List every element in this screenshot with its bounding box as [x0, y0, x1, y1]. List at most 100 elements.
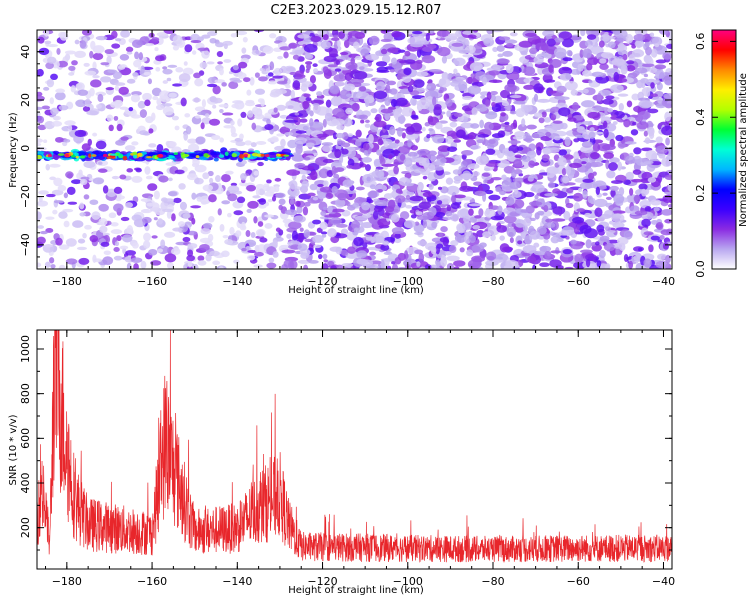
spectrogram-cell: [561, 167, 567, 176]
spectrogram-cell: [580, 145, 594, 154]
spectrogram-cell: [503, 215, 517, 224]
spectrogram-cell: [521, 118, 526, 127]
spectrogram-cell: [662, 194, 672, 203]
spectrogram-cell: [625, 33, 634, 44]
spectrogram-cell: [42, 244, 54, 248]
spectrogram-cell: [323, 206, 328, 211]
spectrogram-cell: [415, 71, 429, 77]
spectrogram-cell: [661, 208, 672, 216]
spectrogram-cell: [143, 71, 152, 76]
spectrogram-cell: [405, 133, 419, 140]
spectrogram-cell: [614, 110, 625, 119]
spectrogram-cell: [182, 213, 191, 219]
spectrogram-cell: [187, 242, 198, 249]
spectrogram-cell: [581, 141, 593, 148]
spectrogram-cell: [157, 248, 163, 253]
spectrogram-cell: [412, 31, 423, 35]
spectrogram-cell: [187, 230, 197, 236]
spectrogram-cell: [223, 59, 232, 63]
spectrogram-cell: [375, 61, 388, 67]
spectrogram-cell: [45, 227, 54, 233]
spectrogram-cell: [374, 116, 380, 121]
spectrogram-cell: [317, 192, 326, 200]
spectrogram-cell: [566, 49, 573, 57]
spectrogram-cell: [574, 226, 580, 235]
spectrogram-cell: [451, 42, 464, 47]
spectrogram-cell: [420, 97, 428, 103]
spectrogram-cell: [142, 92, 152, 102]
spectrogram-cell: [286, 169, 301, 176]
spectrogram-cell: [445, 177, 454, 185]
spectrogram-cell: [231, 153, 238, 158]
x-tick-label: −160: [137, 575, 167, 588]
spectrogram-cell: [617, 161, 623, 171]
spectrogram-cell: [667, 203, 672, 208]
spectrogram-cell: [368, 190, 378, 199]
spectrogram-cell: [477, 133, 490, 138]
spectrogram-cell: [414, 221, 420, 226]
spectrogram-cell: [582, 88, 589, 94]
spectrogram-cell: [77, 89, 89, 96]
spectrogram-cell: [410, 97, 417, 106]
spectrogram-cell: [530, 44, 537, 49]
spectrogram-cell: [346, 246, 356, 254]
spectrogram-cell: [422, 175, 428, 180]
spectrogram-cell: [570, 239, 577, 245]
spectrogram-cell: [291, 230, 299, 241]
spectrogram-cell: [649, 32, 655, 38]
spectrogram-cell: [155, 67, 161, 72]
spectrogram-cell: [91, 154, 97, 157]
spectrogram-cell: [92, 75, 100, 79]
spectrogram-cell: [573, 138, 580, 143]
spectrogram-cell: [541, 154, 550, 162]
spectrogram-cell: [380, 259, 385, 269]
spectrogram-cell: [410, 144, 418, 151]
spectrogram-cell: [289, 198, 295, 205]
spectrogram-cell: [629, 205, 640, 213]
spectrogram-cell: [44, 40, 52, 45]
spectrogram-cell: [644, 137, 651, 145]
spectrogram-cell: [292, 80, 301, 89]
spectrogram-cell: [75, 99, 87, 108]
colorbar-label: Normalized spectral amplitude: [738, 73, 749, 227]
spectrogram-cell: [141, 66, 154, 71]
spectrogram-cell: [440, 226, 448, 233]
spectrogram-cell: [279, 46, 292, 51]
spectrogram-cell: [536, 210, 545, 216]
spectrogram-cell: [78, 169, 83, 177]
spectrogram-cell: [56, 47, 61, 55]
spectrogram-cell: [596, 260, 602, 268]
spectrogram-cell: [331, 208, 345, 213]
spectrogram-cell: [132, 72, 139, 77]
x-tick-label: −40: [652, 575, 675, 588]
spectrogram-cell: [74, 152, 79, 157]
spectrogram-cell: [543, 238, 549, 244]
spectrogram-cell: [602, 192, 608, 196]
spectrogram-cell: [244, 101, 255, 107]
spectrogram-cell: [113, 246, 120, 253]
spectrogram-cell: [104, 49, 114, 55]
spectrogram-cell: [320, 210, 327, 217]
spectrogram-cell: [594, 241, 600, 246]
spectrogram-cell: [596, 92, 602, 102]
spectrogram-cell: [585, 258, 591, 268]
spectrogram-cell: [413, 79, 425, 88]
spectrogram-cell: [667, 183, 672, 192]
spectrogram-cell: [664, 218, 672, 224]
spectrogram-cell: [365, 164, 371, 172]
spectrogram-cell: [513, 199, 525, 209]
spectrogram-cell: [242, 36, 248, 43]
spectrogram-cell: [119, 174, 127, 180]
spectrogram-cell: [299, 118, 308, 123]
spectrogram-cell: [346, 164, 354, 169]
spectrogram-cell: [452, 169, 461, 175]
spectrogram-cell: [618, 186, 625, 196]
spectrogram-cell: [318, 168, 330, 179]
spectrogram-cell: [392, 263, 398, 269]
spectrogram-cell: [163, 231, 176, 238]
spectrogram-cell: [613, 193, 625, 204]
spectrogram-cell: [284, 132, 294, 136]
spectrogram-cell: [333, 74, 347, 82]
spectrogram-cell: [504, 125, 514, 132]
spectrogram-cell: [553, 47, 567, 58]
